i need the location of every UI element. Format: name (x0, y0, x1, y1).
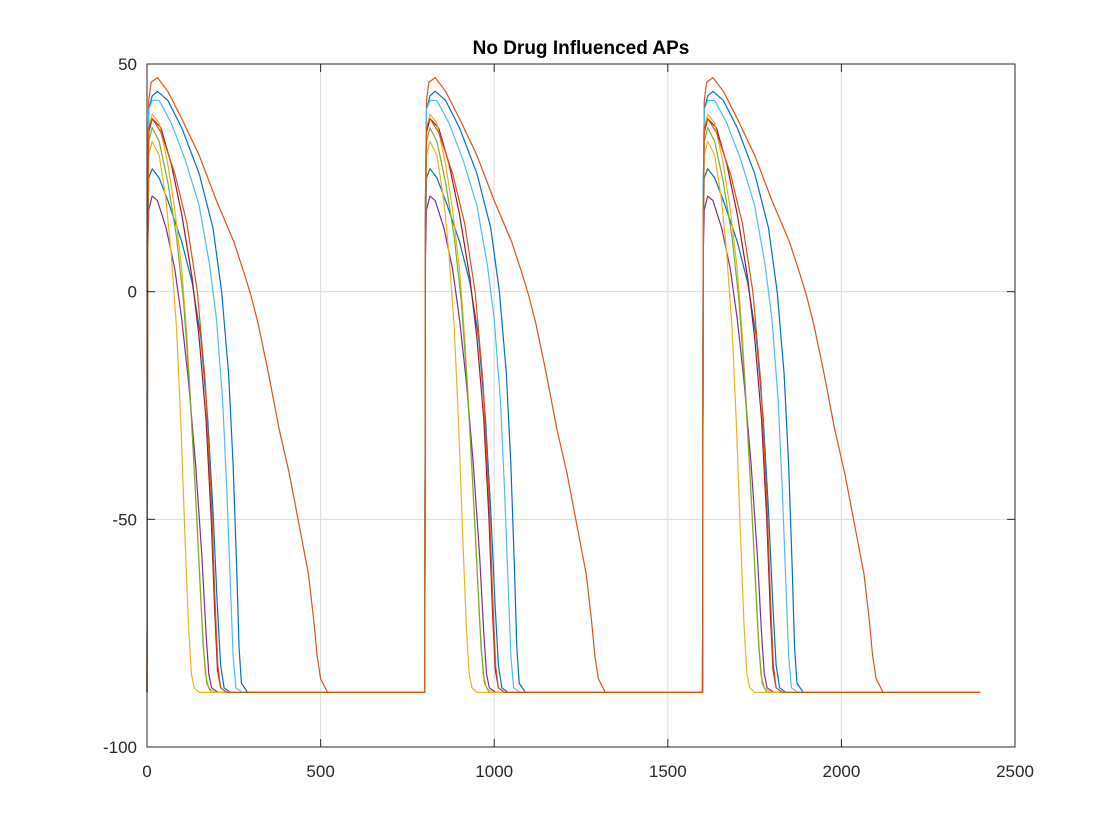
x-tick-label: 500 (306, 762, 334, 781)
x-tick-label: 2500 (996, 762, 1034, 781)
y-tick-label: 50 (118, 55, 137, 74)
series-line-6 (146, 113, 981, 693)
x-tick-label: 0 (142, 762, 151, 781)
x-tick-label: 1000 (475, 762, 513, 781)
y-tick-label: -100 (103, 738, 137, 757)
x-tick-label: 2000 (822, 762, 860, 781)
series-line-2 (146, 90, 981, 693)
plot-frame (146, 63, 1016, 748)
plot-area (147, 64, 1015, 747)
series-line-8 (146, 127, 981, 693)
series-line-9 (146, 140, 981, 693)
y-tick-label: 0 (128, 283, 137, 302)
series-line-1 (146, 77, 981, 693)
y-tick-label: -50 (112, 510, 137, 529)
series-line-10 (146, 118, 981, 693)
grid-lines (147, 64, 1015, 747)
x-tick-label: 1500 (649, 762, 687, 781)
series-lines (146, 77, 981, 693)
chart-title: No Drug Influenced APs (473, 38, 690, 59)
series-line-3 (146, 99, 981, 693)
series-line-7 (146, 195, 981, 693)
axis-ticks: 0 500 1000 1500 2000 2500 -100 -50 0 50 (103, 55, 1034, 781)
series-line-5 (146, 118, 981, 693)
